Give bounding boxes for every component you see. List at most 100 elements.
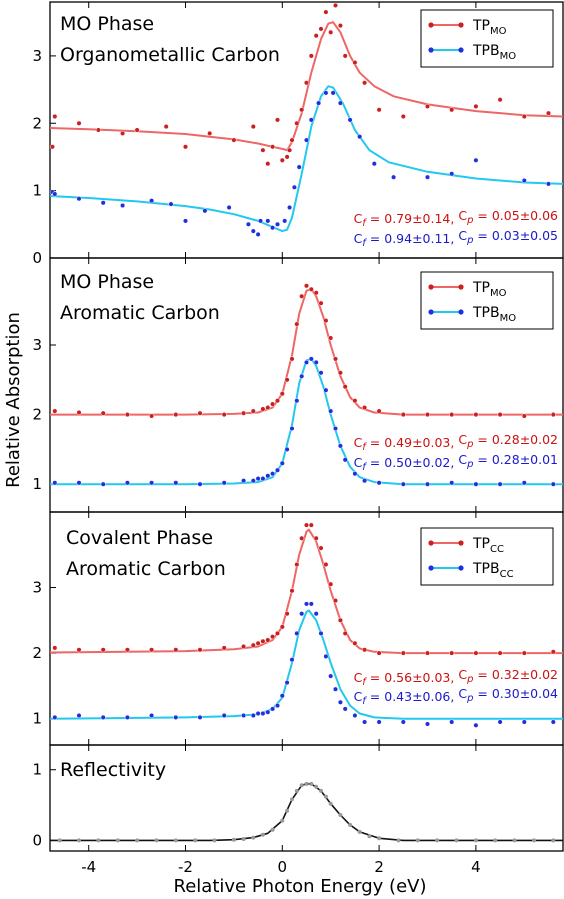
data-point bbox=[318, 26, 324, 32]
data-point bbox=[294, 120, 300, 126]
data-point bbox=[328, 581, 334, 587]
y-tick-label: 3 bbox=[32, 47, 42, 65]
data-point bbox=[287, 204, 293, 211]
data-point bbox=[337, 443, 343, 449]
data-point bbox=[497, 97, 503, 103]
data-point bbox=[308, 601, 314, 607]
data-point bbox=[323, 794, 328, 799]
panel-title-line: Covalent Phase bbox=[66, 527, 213, 549]
data-point bbox=[449, 480, 455, 486]
data-point bbox=[265, 218, 271, 224]
data-point bbox=[497, 412, 503, 418]
y-tick-label: 1 bbox=[32, 710, 42, 728]
data-point bbox=[250, 712, 256, 719]
data-point bbox=[352, 471, 358, 477]
data-point bbox=[279, 391, 285, 397]
panel-4: -4 -2 0 2 4 0 1 Reflectivity bbox=[32, 744, 564, 876]
data-point bbox=[76, 196, 82, 202]
data-point bbox=[328, 29, 334, 35]
data-point bbox=[376, 107, 382, 113]
data-point bbox=[521, 719, 527, 725]
data-point bbox=[76, 712, 82, 719]
data-point bbox=[197, 714, 203, 720]
legend-marker bbox=[458, 47, 464, 53]
data-point bbox=[400, 650, 406, 656]
data-point bbox=[521, 480, 527, 486]
data-point bbox=[265, 637, 271, 643]
data-point bbox=[550, 719, 556, 725]
data-point bbox=[202, 208, 208, 214]
panel-title-line: Organometallic Carbon bbox=[60, 44, 280, 66]
data-point bbox=[323, 90, 329, 96]
data-point bbox=[294, 630, 300, 636]
data-point bbox=[245, 221, 251, 227]
data-point bbox=[415, 838, 420, 843]
data-point bbox=[163, 124, 169, 130]
data-point bbox=[330, 90, 336, 96]
data-point bbox=[221, 480, 227, 486]
y-tick-label: 0 bbox=[32, 249, 42, 267]
data-point bbox=[318, 630, 324, 636]
data-point bbox=[290, 797, 294, 802]
data-point bbox=[124, 480, 130, 486]
data-point bbox=[323, 653, 329, 659]
data-point bbox=[265, 473, 271, 479]
data-point bbox=[332, 598, 339, 604]
data-point bbox=[173, 412, 179, 418]
data-point bbox=[473, 157, 479, 163]
data-point bbox=[332, 425, 339, 432]
data-point bbox=[135, 838, 140, 843]
param-annotation: Cf = 0.50±0.02, Cp = 0.28±0.01 bbox=[354, 452, 558, 473]
data-point bbox=[250, 642, 256, 648]
data-point bbox=[274, 117, 281, 123]
data-point bbox=[95, 127, 101, 133]
data-point bbox=[493, 838, 498, 843]
data-point bbox=[313, 535, 319, 541]
data-point bbox=[279, 460, 285, 466]
data-point bbox=[115, 838, 120, 843]
data-point bbox=[124, 714, 130, 720]
data-point bbox=[323, 561, 329, 568]
data-point bbox=[221, 412, 227, 418]
data-point bbox=[294, 561, 300, 568]
panel-title-line: Aromatic Carbon bbox=[66, 558, 226, 580]
y-tick-label: 3 bbox=[32, 336, 42, 354]
data-point bbox=[52, 714, 58, 720]
data-point bbox=[376, 719, 382, 725]
data-point bbox=[168, 201, 174, 207]
data-point bbox=[52, 480, 58, 486]
data-point bbox=[76, 480, 82, 486]
data-point bbox=[149, 712, 155, 719]
data-point bbox=[274, 630, 281, 636]
fit-line bbox=[49, 528, 563, 655]
data-point bbox=[265, 709, 271, 715]
panel-title-line: Reflectivity bbox=[60, 759, 166, 781]
data-point bbox=[255, 710, 261, 717]
data-point bbox=[100, 410, 106, 416]
data-point bbox=[308, 117, 314, 123]
data-point bbox=[52, 645, 58, 651]
data-point bbox=[352, 640, 358, 646]
legend-marker bbox=[458, 284, 464, 290]
data-point bbox=[352, 60, 358, 66]
data-point bbox=[134, 127, 140, 133]
data-point bbox=[367, 834, 372, 839]
data-point bbox=[348, 822, 353, 827]
data-point bbox=[512, 838, 517, 843]
data-point bbox=[270, 225, 276, 231]
data-point bbox=[357, 829, 362, 834]
data-point bbox=[309, 781, 314, 786]
data-point bbox=[241, 410, 247, 416]
data-point bbox=[241, 643, 247, 650]
data-point bbox=[362, 80, 368, 86]
data-point bbox=[303, 283, 310, 289]
data-point bbox=[332, 2, 339, 8]
data-point bbox=[291, 184, 297, 190]
data-point bbox=[197, 481, 203, 487]
data-point bbox=[284, 154, 290, 160]
legend-marker bbox=[428, 47, 434, 53]
data-point bbox=[226, 204, 232, 211]
